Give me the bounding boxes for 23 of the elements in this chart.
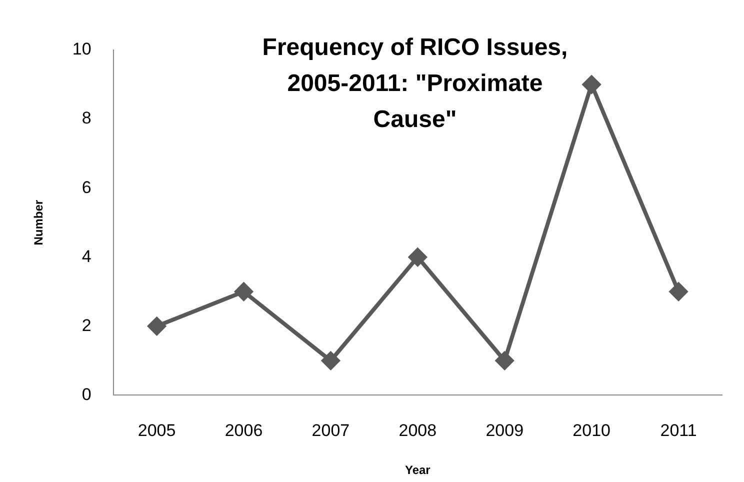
x-tick-label: 2011 — [660, 421, 697, 440]
x-tick-label: 2006 — [224, 421, 263, 440]
x-tick-label: 2009 — [486, 421, 524, 440]
y-axis-title: Number — [32, 200, 46, 246]
x-tick-label: 2008 — [398, 421, 437, 440]
y-tick-label: 8 — [82, 108, 92, 128]
y-tick-label: 10 — [72, 40, 92, 59]
x-tick-label: 2007 — [312, 421, 350, 440]
x-tick-label: 2010 — [572, 421, 610, 440]
y-tick-label: 2 — [82, 316, 92, 335]
y-tick-label: 4 — [82, 246, 92, 266]
point — [148, 317, 166, 336]
y-tick-label: 6 — [82, 178, 92, 197]
point — [496, 352, 514, 370]
x-tick-label: 2005 — [138, 421, 176, 440]
y-tick-label: 0 — [82, 384, 92, 404]
point — [408, 248, 427, 266]
text: Frequency of RICO Issues, 2005-2011: "Proximate Cause" — [261, 33, 569, 135]
point — [582, 76, 601, 94]
x-axis-title: Year — [404, 463, 431, 478]
point — [322, 352, 340, 370]
point — [234, 282, 253, 301]
point — [670, 282, 688, 301]
